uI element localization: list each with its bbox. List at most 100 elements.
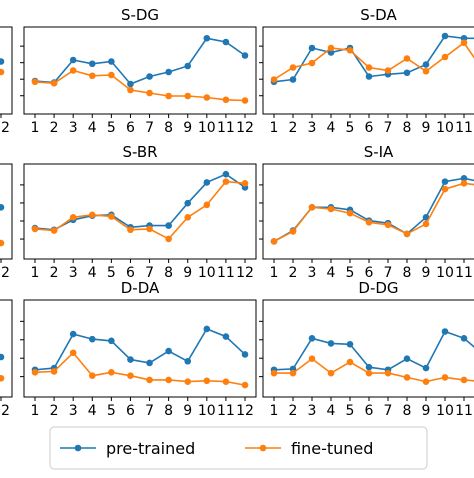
panel-frame (23, 163, 257, 260)
data-point-fine-tuned (327, 205, 335, 213)
x-tick-label: 6 (365, 265, 374, 281)
data-point-pre-trained (0, 204, 5, 211)
data-point-pre-trained (69, 56, 77, 64)
data-point-fine-tuned (441, 374, 449, 381)
data-point-fine-tuned (270, 369, 278, 377)
x-tick-label: 4 (88, 265, 97, 281)
legend-box (49, 426, 428, 470)
x-tick-label: 1 (31, 403, 40, 419)
data-point-pre-trained (127, 356, 134, 363)
data-point-pre-trained (308, 335, 316, 342)
data-point-pre-trained (203, 179, 211, 186)
data-point-fine-tuned (308, 59, 316, 67)
x-tick-label: 4 (327, 403, 336, 419)
data-point-fine-tuned (127, 226, 134, 234)
x-tick-label: 3 (308, 120, 317, 136)
data-point-fine-tuned (289, 369, 297, 377)
x-tick-label: 11 (217, 265, 235, 281)
panel-title: S-BR (122, 143, 157, 161)
data-point-pre-trained (422, 214, 430, 221)
data-point-pre-trained (203, 34, 211, 42)
data-point-fine-tuned (422, 220, 430, 228)
x-tick-label: 3 (308, 265, 317, 281)
x-tick-label: 2 (289, 403, 298, 419)
x-tick-label: 10 (436, 120, 454, 136)
data-point-pre-trained (289, 76, 297, 83)
data-point-fine-tuned (146, 89, 153, 97)
data-point-fine-tuned (31, 225, 39, 233)
data-point-fine-tuned (241, 179, 249, 187)
x-tick-label: 12 (236, 265, 254, 281)
data-point-fine-tuned (165, 92, 172, 100)
data-point-fine-tuned (241, 381, 249, 389)
data-point-fine-tuned (327, 44, 335, 52)
data-point-fine-tuned (69, 349, 77, 357)
panel-title: D-DA (121, 279, 160, 297)
x-tick-label: 10 (436, 265, 454, 281)
x-tick-label: 11 (217, 120, 235, 136)
panel-frame (262, 299, 474, 398)
x-tick-label: 4 (327, 265, 336, 281)
data-point-fine-tuned (69, 214, 77, 221)
data-point-pre-trained (146, 73, 153, 80)
data-point-fine-tuned (308, 355, 316, 363)
data-point-fine-tuned (270, 76, 278, 83)
data-point-pre-trained (108, 337, 115, 345)
x-tick-label: 9 (422, 120, 431, 136)
panel-frame (262, 163, 474, 260)
panel-frame (0, 299, 13, 398)
panel-frame (0, 163, 13, 260)
x-tick-label: 1 (31, 265, 40, 281)
x-tick-label: 12 (0, 265, 10, 281)
data-point-pre-trained (88, 60, 96, 68)
data-point-pre-trained (365, 363, 373, 371)
x-tick-label: 5 (107, 265, 116, 281)
x-tick-label: 7 (384, 265, 393, 281)
data-point-fine-tuned (88, 372, 96, 380)
data-point-fine-tuned (69, 67, 77, 74)
x-tick-label: 8 (164, 265, 173, 281)
x-tick-label: 8 (403, 403, 412, 419)
x-tick-label: 6 (365, 120, 374, 136)
series-line-fine-tuned (34, 351, 246, 386)
data-point-fine-tuned (50, 79, 58, 87)
data-point-fine-tuned (127, 372, 134, 380)
legend-label: fine-tuned (291, 439, 373, 458)
data-point-fine-tuned (460, 39, 468, 47)
data-point-pre-trained (241, 52, 249, 59)
x-tick-label: 2 (289, 120, 298, 136)
x-tick-label: 3 (69, 120, 78, 136)
panel-title: D-DG (358, 279, 398, 297)
x-tick-label: 6 (126, 120, 135, 136)
data-point-pre-trained (222, 333, 230, 340)
panel-title: S-DA (360, 6, 397, 24)
data-point-fine-tuned (222, 178, 230, 185)
data-point-fine-tuned (403, 230, 411, 238)
x-tick-label: 9 (183, 265, 192, 281)
data-point-fine-tuned (50, 368, 58, 375)
data-point-fine-tuned (241, 97, 249, 104)
data-point-fine-tuned (127, 86, 134, 94)
data-point-fine-tuned (460, 376, 468, 384)
x-tick-label: 10 (198, 403, 216, 419)
x-tick-label: 10 (198, 120, 216, 136)
x-tick-label: 10 (198, 265, 216, 281)
data-point-fine-tuned (31, 78, 39, 86)
legend-label: pre-trained (106, 439, 195, 458)
data-point-fine-tuned (346, 358, 354, 366)
x-tick-label: 2 (50, 403, 59, 419)
data-point-fine-tuned (146, 225, 153, 233)
data-point-pre-trained (403, 355, 411, 363)
x-tick-label: 2 (289, 265, 298, 281)
x-tick-label: 1 (270, 403, 279, 419)
data-point-fine-tuned (441, 185, 449, 193)
x-tick-label: 12 (236, 403, 254, 419)
series-line-pre-trained (34, 173, 246, 231)
data-point-pre-trained (203, 325, 211, 333)
panel-2: S-DG1 2 3 4 5 6 7 8 9 10 11 12 (20, 6, 257, 136)
x-tick-label: 8 (403, 120, 412, 136)
data-point-fine-tuned (365, 218, 373, 226)
x-tick-label: 5 (346, 265, 355, 281)
data-point-fine-tuned (346, 46, 354, 54)
x-tick-label: 11 (455, 120, 473, 136)
